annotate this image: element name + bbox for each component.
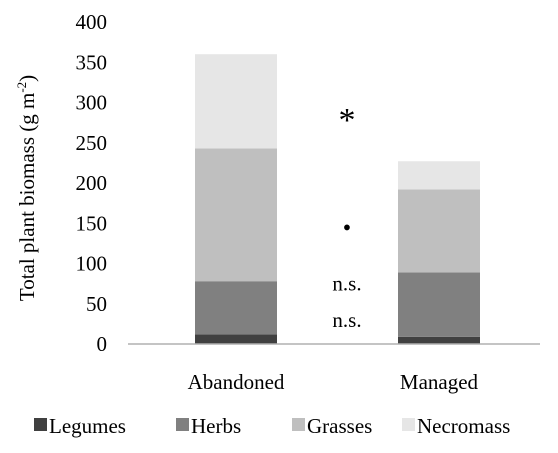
y-axis-ticks: 0 50 100 150 200 250 300 350 400 — [76, 10, 108, 356]
legend-item-herbs: Herbs — [176, 414, 241, 438]
annotation-label: • — [343, 215, 351, 241]
legend-item-grasses: Grasses — [292, 414, 372, 438]
y-axis-title-superscript: -2 — [14, 82, 29, 93]
y-tick-label: 50 — [86, 292, 107, 316]
legend-label: Herbs — [191, 414, 241, 438]
y-tick-label: 300 — [76, 91, 108, 115]
x-tick-label-managed: Managed — [400, 370, 479, 394]
legend-item-necromass: Necromass — [402, 414, 510, 438]
bars — [195, 54, 480, 344]
legend-swatch — [402, 418, 415, 431]
y-tick-label: 350 — [76, 50, 108, 74]
y-tick-label: 150 — [76, 211, 108, 235]
bar-segment-managed-legumes — [398, 336, 480, 344]
legend: Legumes Herbs Grasses Necromass — [34, 414, 510, 438]
annotation-label: n.s. — [332, 308, 361, 332]
legend-item-legumes: Legumes — [34, 414, 126, 438]
legend-label: Legumes — [49, 414, 126, 438]
y-axis-title: Total plant biomass (g m-2) — [14, 75, 39, 301]
significance-annotations: * • n.s. n.s. — [332, 102, 361, 332]
legend-label: Necromass — [417, 414, 510, 438]
legend-label: Grasses — [307, 414, 372, 438]
bar-segment-abandoned-necromass — [195, 54, 277, 149]
y-tick-label: 250 — [76, 131, 108, 155]
legend-swatch — [292, 418, 305, 431]
y-axis-title-close: ) — [15, 75, 39, 82]
y-tick-label: 100 — [76, 252, 108, 276]
y-axis-title-main: Total plant biomass (g m — [15, 93, 39, 302]
legend-swatch — [176, 418, 189, 431]
svg-text:Total plant biomass (g m-2): Total plant biomass (g m-2) — [14, 75, 39, 301]
x-tick-label-abandoned: Abandoned — [188, 370, 285, 394]
y-tick-label: 400 — [76, 10, 108, 34]
bar-segment-abandoned-herbs — [195, 281, 277, 335]
y-tick-label: 0 — [97, 332, 108, 356]
x-axis-category-labels: Abandoned Managed — [188, 370, 479, 394]
bar-segment-managed-necromass — [398, 161, 480, 190]
y-tick-label: 200 — [76, 171, 108, 195]
bar-segment-abandoned-legumes — [195, 334, 277, 344]
legend-swatch — [34, 418, 47, 431]
annotation-label: n.s. — [332, 272, 361, 296]
bar-segment-managed-grasses — [398, 189, 480, 273]
bar-segment-abandoned-grasses — [195, 148, 277, 282]
annotation-label: * — [339, 102, 356, 139]
bar-segment-managed-herbs — [398, 272, 480, 337]
